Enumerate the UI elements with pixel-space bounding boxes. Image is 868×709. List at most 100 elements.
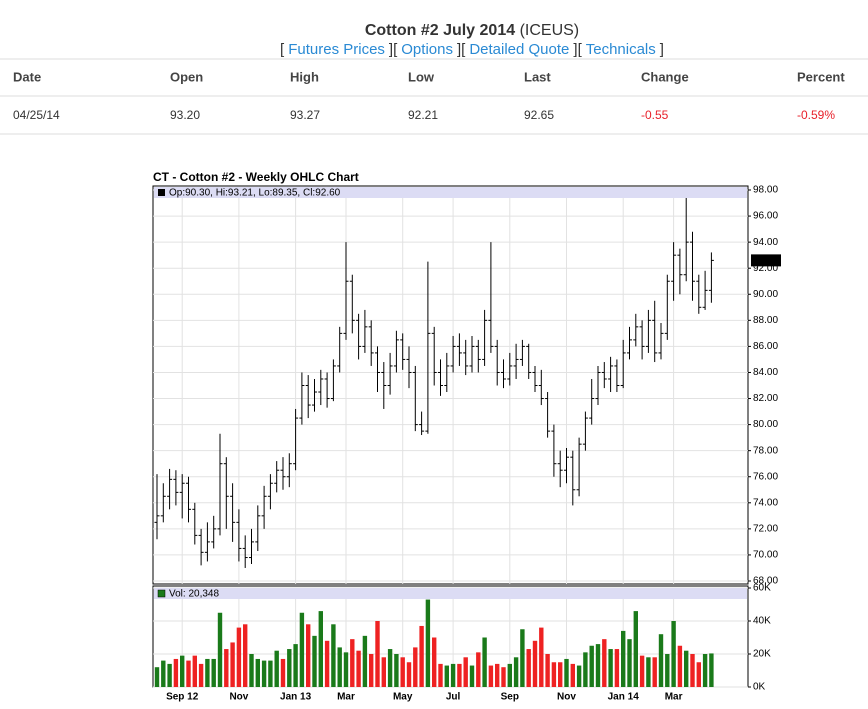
y-tick-label: 90.00 — [753, 289, 778, 300]
x-tick-label: Jul — [446, 692, 461, 703]
volume-bar — [255, 658, 260, 687]
volume-bar — [677, 645, 683, 687]
y2-tick-label: 40K — [753, 616, 771, 627]
volume-bar — [690, 654, 695, 687]
column-header: Low — [408, 69, 435, 84]
volume-bar — [362, 635, 368, 687]
y2-tick-label: 0K — [753, 682, 766, 693]
volume-bar — [280, 658, 286, 687]
volume-bar — [324, 640, 330, 687]
volume-bar — [488, 665, 494, 687]
vol-bar — [154, 588, 747, 599]
volume-bar — [621, 630, 626, 687]
title-name: Cotton #2 July 2014 — [365, 22, 515, 39]
y-tick-label: 78.00 — [753, 445, 778, 456]
volume-bar — [507, 663, 512, 687]
last-price-tag — [751, 254, 781, 267]
volume-bar — [665, 654, 670, 687]
volume-bar — [154, 667, 160, 687]
x-tick-label: Nov — [229, 692, 248, 703]
volume-bar — [576, 665, 582, 687]
volume-bar — [400, 657, 405, 687]
y2-tick-label: 60K — [753, 583, 771, 594]
y-tick-label: 92.00 — [753, 263, 778, 274]
volume-bar — [350, 639, 355, 687]
volume-bar — [671, 621, 676, 687]
bracket: [ — [393, 41, 398, 58]
volume-bar — [381, 657, 386, 687]
volume-bar — [602, 639, 607, 687]
x-tick-label: Sep 12 — [166, 692, 199, 703]
volume-bar — [463, 657, 468, 687]
volume-bar — [526, 649, 531, 687]
bracket: ] — [389, 41, 393, 58]
volume-bar — [709, 653, 714, 687]
y-tick-label: 86.00 — [753, 341, 778, 352]
y-tick-label: 74.00 — [753, 497, 778, 508]
volume-bar — [343, 652, 349, 687]
volume-bar — [217, 612, 223, 687]
cell: 92.65 — [524, 108, 554, 122]
y-tick-label: 94.00 — [753, 237, 778, 248]
nav-link[interactable]: Technicals — [586, 41, 656, 58]
volume-bar — [387, 649, 393, 687]
volume-bar — [306, 624, 311, 687]
x-tick-label: Jan 14 — [608, 692, 640, 703]
volume-bar — [438, 663, 443, 687]
y-tick-label: 96.00 — [753, 211, 778, 222]
info-text: Op:90.30, Hi:93.21, Lo:89.35, Cl:92.60 — [169, 188, 341, 199]
volume-bar — [192, 655, 197, 687]
vol-text: Vol: 20,348 — [169, 589, 219, 600]
title-exchange: (ICEUS) — [520, 22, 580, 39]
volume-bar — [375, 621, 380, 687]
volume-bar — [394, 654, 399, 687]
volume-bar — [551, 662, 557, 687]
volume-bar — [331, 624, 336, 687]
column-header: Last — [524, 69, 551, 84]
volume-bar — [627, 639, 632, 687]
y-tick-label: 72.00 — [753, 524, 778, 535]
volume-bar — [268, 660, 273, 687]
volume-bar — [639, 655, 645, 687]
volume-bar — [545, 654, 550, 687]
volume-bar — [633, 611, 638, 687]
volume-bar — [167, 663, 172, 687]
cell: -0.59% — [797, 108, 835, 122]
column-header: Percent — [797, 69, 845, 84]
y-tick-label: 84.00 — [753, 367, 778, 378]
volume-bar — [589, 645, 594, 687]
volume-bar — [450, 663, 456, 687]
link-bar: [Futures Prices][Options][Detailed Quote… — [280, 41, 664, 58]
bracket: [ — [461, 41, 466, 58]
volume-bar — [369, 654, 374, 687]
volume-bar — [702, 654, 708, 687]
volume-bar — [469, 665, 475, 687]
volume-bar — [482, 637, 487, 687]
y-tick-label: 68.00 — [753, 576, 778, 587]
bracket: ] — [573, 41, 577, 58]
x-tick-label: Mar — [665, 692, 683, 703]
vol-swatch — [157, 589, 166, 598]
cell: 92.21 — [408, 108, 438, 122]
x-tick-label: Nov — [557, 692, 576, 703]
quote-title: Cotton #2 July 2014 (ICEUS) — [365, 22, 579, 39]
volume-bar — [513, 657, 519, 687]
volume-bar — [261, 660, 267, 687]
volume-bar — [419, 625, 424, 687]
volume-bar — [413, 647, 418, 687]
volume-bar — [293, 644, 298, 687]
column-header: Open — [170, 69, 203, 84]
nav-link[interactable]: Options — [401, 41, 453, 58]
y-tick-label: 80.00 — [753, 419, 778, 430]
info-bar — [154, 187, 747, 198]
volume-bar — [696, 662, 701, 687]
volume-bar — [608, 649, 613, 687]
nav-link[interactable]: Detailed Quote — [469, 41, 569, 58]
volume-bar — [495, 663, 500, 687]
volume-bar — [299, 612, 305, 687]
nav-link[interactable]: Futures Prices — [288, 41, 385, 58]
volume-bar — [457, 663, 462, 687]
volume-bar — [318, 611, 323, 687]
